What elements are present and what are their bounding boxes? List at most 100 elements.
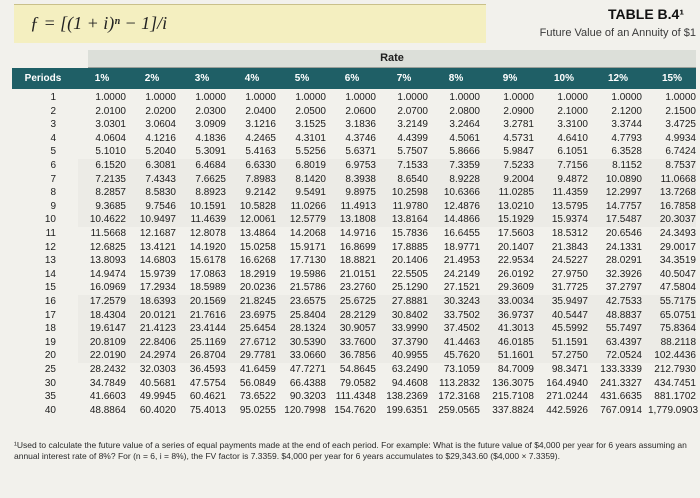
value-cell: 34.3519 <box>659 255 696 267</box>
value-cell: 7.2135 <box>95 173 126 185</box>
period-cell: 30 <box>44 377 56 389</box>
value-cell: 25.1169 <box>190 336 226 348</box>
value-cell: 9.7546 <box>145 200 176 212</box>
value-cell: 23.6975 <box>239 309 276 321</box>
value-cell: 15.1929 <box>497 214 534 226</box>
rate-header-cell: 9% <box>502 73 518 84</box>
rate-header-cell: 8% <box>448 73 464 84</box>
period-cell: 1 <box>50 92 56 103</box>
value-cell: 16.0969 <box>89 282 126 294</box>
value-cell: 41.3013 <box>497 323 534 335</box>
formula-banner: ƒ = [(1 + i)ⁿ − 1]/i <box>14 4 486 43</box>
value-cell: 4.2465 <box>245 132 276 144</box>
value-cell: 5.7507 <box>397 146 428 158</box>
value-cell: 18.8821 <box>339 255 376 267</box>
value-cell: 3.2781 <box>503 119 534 131</box>
value-cell: 20.3037 <box>659 214 696 226</box>
value-cell: 14.1920 <box>189 241 226 253</box>
value-cell: 199.6351 <box>386 404 428 416</box>
value-cell: 13.7268 <box>659 187 696 199</box>
value-cell: 6.1051 <box>557 146 588 158</box>
value-cell: 3.3100 <box>557 119 588 131</box>
value-cell: 26.0192 <box>497 268 534 280</box>
value-cell: 22.5505 <box>391 268 428 280</box>
table-row: 35 41.6603 49.9945 60.4621 73.6522 90.3203 111… <box>12 390 696 404</box>
value-cell: 6.3081 <box>145 160 176 171</box>
value-cell: 11.4359 <box>552 187 588 199</box>
value-cell: 164.4940 <box>546 377 588 389</box>
value-cell: 48.8864 <box>89 404 126 416</box>
period-cell: 9 <box>50 200 56 212</box>
period-cell: 14 <box>44 268 56 280</box>
table-row: 1 1.0000 1.0000 1.0000 1.0000 1.0000 1.0000 1.0… <box>12 91 696 105</box>
value-cell: 10.2598 <box>391 187 428 199</box>
value-cell: 102.4436 <box>654 350 696 362</box>
value-cell: 17.7130 <box>289 255 326 267</box>
value-cell: 16.6455 <box>443 228 480 239</box>
value-cell: 6.4684 <box>195 160 226 171</box>
value-cell: 27.9750 <box>551 268 588 280</box>
value-cell: 75.8364 <box>659 323 696 335</box>
period-cell: 15 <box>44 282 56 294</box>
table-row: 7 7.2135 7.4343 7.6625 7.8983 8.1420 8.3938 8.6… <box>12 173 696 187</box>
value-cell: 7.3359 <box>449 160 480 171</box>
value-cell: 8.5830 <box>145 187 176 199</box>
value-cell: 73.6522 <box>239 391 276 403</box>
value-cell: 90.3203 <box>289 391 326 403</box>
value-cell: 1.0000 <box>195 92 226 103</box>
value-cell: 34.7849 <box>89 377 126 389</box>
period-cell: 16 <box>44 296 56 307</box>
value-cell: 10.6366 <box>443 187 480 199</box>
value-cell: 23.4144 <box>189 323 226 335</box>
value-cell: 55.7175 <box>659 296 696 307</box>
value-cell: 11.0266 <box>290 200 326 212</box>
value-cell: 138.2369 <box>386 391 428 403</box>
table-row: 13 13.8093 14.6803 15.6178 16.6268 17.7130 18.… <box>12 254 696 268</box>
value-cell: 26.8704 <box>189 350 226 362</box>
period-cell: 5 <box>50 146 56 158</box>
value-cell: 37.2797 <box>605 282 642 294</box>
table-row: 12 12.6825 13.4121 14.1920 15.0258 15.9171 16.… <box>12 241 696 255</box>
value-cell: 94.4608 <box>391 377 428 389</box>
value-cell: 22.0190 <box>89 350 126 362</box>
value-cell: 19.5986 <box>289 268 326 280</box>
period-cell: 8 <box>50 187 56 199</box>
value-cell: 7.5233 <box>503 160 534 171</box>
value-cell: 136.3075 <box>492 377 534 389</box>
value-cell: 15.7836 <box>391 228 428 239</box>
value-cell: 8.7537 <box>665 160 696 171</box>
value-cell: 25.6725 <box>339 296 376 307</box>
value-cell: 29.0017 <box>659 241 696 253</box>
value-cell: 29.3609 <box>497 282 534 294</box>
value-cell: 33.0034 <box>497 296 534 307</box>
value-cell: 12.5779 <box>289 214 326 226</box>
value-cell: 113.2832 <box>439 377 480 389</box>
value-cell: 3.0604 <box>145 119 176 131</box>
value-cell: 4.3746 <box>345 132 376 144</box>
rate-header-cell: 2% <box>144 73 160 84</box>
value-cell: 1.0000 <box>397 92 428 103</box>
value-cell: 18.2919 <box>239 268 276 280</box>
value-cell: 14.2068 <box>289 228 326 239</box>
value-cell: 2.1000 <box>557 105 588 117</box>
value-cell: 14.9716 <box>339 228 376 239</box>
value-cell: 2.0400 <box>245 105 276 117</box>
value-cell: 11.0285 <box>498 187 534 199</box>
table-row: 11 11.5668 12.1687 12.8078 13.4864 14.2068 14.… <box>12 227 696 241</box>
value-cell: 33.7600 <box>339 336 376 348</box>
value-cell: 3.0301 <box>95 119 126 131</box>
period-cell: 18 <box>44 323 56 335</box>
period-cell: 40 <box>44 404 56 416</box>
value-cell: 120.7998 <box>284 404 326 416</box>
value-cell: 35.9497 <box>551 296 588 307</box>
value-cell: 24.5227 <box>551 255 588 267</box>
rate-header-cell: 4% <box>244 73 260 84</box>
period-cell: 6 <box>50 160 56 171</box>
value-cell: 12.8078 <box>189 228 226 239</box>
value-cell: 27.1521 <box>443 282 480 294</box>
value-cell: 15.9739 <box>139 268 176 280</box>
table-row: 9 9.3685 9.7546 10.1591 10.5828 11.0266 11.491… <box>12 200 696 214</box>
value-cell: 20.0236 <box>239 282 276 294</box>
value-cell: 24.3493 <box>659 228 696 239</box>
table-row: 8 8.2857 8.5830 8.8923 9.2142 9.5491 9.8975 10.… <box>12 186 696 200</box>
